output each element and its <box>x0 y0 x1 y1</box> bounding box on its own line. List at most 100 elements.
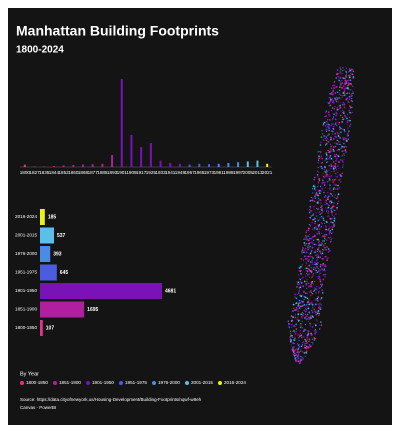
building-dot <box>300 269 302 272</box>
building-dot <box>339 82 342 85</box>
credit: Canvas - PowerBI <box>20 405 56 410</box>
building-dot <box>292 307 295 309</box>
building-dot <box>314 338 316 340</box>
building-dot <box>345 75 347 77</box>
building-dot <box>345 67 347 69</box>
building-dot <box>315 292 317 294</box>
building-dot <box>308 276 310 278</box>
building-dot <box>311 237 314 239</box>
building-dot <box>303 329 305 331</box>
building-dot <box>345 70 347 73</box>
building-dot <box>305 247 307 250</box>
building-dot <box>311 341 313 343</box>
building-dot <box>302 358 305 360</box>
building-dot <box>328 175 330 177</box>
building-dot <box>293 325 295 327</box>
building-dot <box>343 110 345 112</box>
building-dot <box>344 103 346 105</box>
building-dot <box>301 342 304 344</box>
building-dot <box>299 278 301 280</box>
building-dot <box>299 326 301 329</box>
building-dot <box>329 175 332 178</box>
building-dot <box>337 200 339 202</box>
building-dot <box>332 209 335 211</box>
building-dot <box>339 178 341 181</box>
building-dot <box>339 81 341 83</box>
building-dot <box>330 138 332 141</box>
column <box>159 160 162 167</box>
building-dot <box>324 207 327 209</box>
building-dot <box>339 89 341 91</box>
building-dot <box>341 172 343 174</box>
building-dot <box>289 340 292 343</box>
building-dot <box>315 272 317 274</box>
building-dot <box>317 277 320 280</box>
building-dot <box>332 128 335 130</box>
building-dot <box>314 196 317 199</box>
building-dot <box>323 235 326 237</box>
building-dot <box>330 170 333 173</box>
column <box>52 166 55 167</box>
building-dot <box>319 217 321 219</box>
building-dot <box>301 320 303 322</box>
building-dot <box>317 296 320 298</box>
building-dot <box>289 330 292 333</box>
building-dot <box>326 160 329 163</box>
bar <box>40 283 162 299</box>
building-dot <box>349 69 352 72</box>
building-dot <box>336 139 338 142</box>
building-dot <box>344 93 346 95</box>
building-dot <box>343 146 345 148</box>
building-dot <box>307 300 310 303</box>
building-dot <box>340 98 342 100</box>
building-dot <box>339 107 342 109</box>
building-dot <box>337 155 340 158</box>
building-dot <box>330 124 333 127</box>
building-dot <box>327 210 329 212</box>
building-dot <box>302 247 304 249</box>
building-dot <box>309 245 312 248</box>
building-dot <box>320 283 322 286</box>
building-dot <box>315 254 317 256</box>
building-dot <box>314 250 317 252</box>
building-dot <box>318 298 320 300</box>
building-dot <box>299 288 301 290</box>
building-dot <box>351 70 353 72</box>
building-dot <box>314 176 316 179</box>
building-dot <box>332 87 335 89</box>
building-dot <box>340 110 342 112</box>
building-dot <box>328 177 331 180</box>
building-dot <box>325 210 327 212</box>
building-dot <box>326 207 329 209</box>
building-dot <box>335 96 338 99</box>
building-dot <box>343 118 345 120</box>
building-dot <box>318 240 320 242</box>
building-dot <box>324 263 327 266</box>
building-dot <box>336 86 339 88</box>
building-dot <box>346 79 349 82</box>
building-dot <box>350 88 352 91</box>
building-dot <box>318 180 320 182</box>
legend-label: 2016-2024 <box>224 380 246 385</box>
building-dot <box>331 107 334 109</box>
building-dot <box>330 87 333 89</box>
building-dot <box>318 314 320 317</box>
building-dot <box>325 175 327 177</box>
building-dot <box>329 96 331 99</box>
building-dot <box>346 133 349 135</box>
building-dot <box>326 259 328 261</box>
building-dot <box>341 79 343 81</box>
building-dot <box>328 215 330 217</box>
building-dot <box>313 305 315 307</box>
building-dot <box>328 165 330 167</box>
building-dot <box>313 266 315 269</box>
building-dot <box>333 191 335 193</box>
building-dot <box>331 133 334 135</box>
value-label: 537 <box>57 233 66 239</box>
building-dot <box>291 334 293 337</box>
building-dot <box>325 201 327 203</box>
building-dot <box>315 243 317 246</box>
building-dot <box>336 158 338 160</box>
building-dot <box>319 250 321 253</box>
building-dot <box>326 123 328 125</box>
